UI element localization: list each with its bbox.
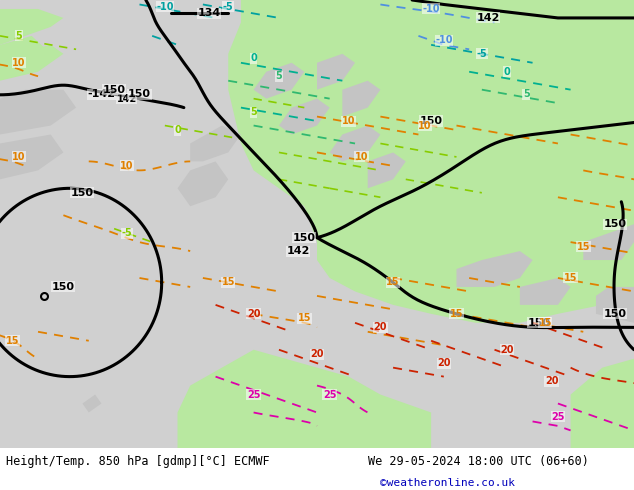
Text: -5: -5 — [477, 49, 487, 59]
Text: 10: 10 — [12, 58, 26, 68]
Text: 25: 25 — [323, 390, 337, 399]
Text: 150: 150 — [52, 282, 75, 292]
Text: 150: 150 — [71, 188, 94, 198]
Text: 15: 15 — [564, 273, 578, 283]
Text: 15: 15 — [450, 309, 463, 319]
Text: 10: 10 — [418, 121, 432, 130]
Text: 20: 20 — [437, 358, 451, 368]
Polygon shape — [0, 90, 76, 135]
Text: 150: 150 — [604, 309, 626, 319]
Polygon shape — [0, 9, 63, 45]
Text: -5: -5 — [122, 228, 132, 238]
Polygon shape — [571, 359, 634, 448]
Polygon shape — [178, 350, 431, 448]
Text: 20: 20 — [247, 309, 261, 319]
Text: 134: 134 — [198, 8, 221, 19]
Text: ©weatheronline.co.uk: ©weatheronline.co.uk — [380, 477, 515, 488]
Text: Height/Temp. 850 hPa [gdmp][°C] ECMWF: Height/Temp. 850 hPa [gdmp][°C] ECMWF — [6, 455, 270, 468]
Text: 150: 150 — [128, 89, 151, 99]
Text: 20: 20 — [373, 322, 387, 332]
Text: 15: 15 — [297, 313, 311, 323]
Polygon shape — [254, 63, 304, 98]
Text: 25: 25 — [551, 412, 565, 422]
Polygon shape — [596, 287, 634, 323]
Text: 150: 150 — [604, 219, 626, 229]
Text: 142: 142 — [117, 94, 137, 104]
Polygon shape — [583, 224, 634, 260]
Text: -10: -10 — [156, 2, 174, 12]
Polygon shape — [190, 125, 241, 161]
Polygon shape — [178, 161, 228, 206]
Text: 10: 10 — [354, 152, 368, 162]
Text: We 29-05-2024 18:00 UTC (06+60): We 29-05-2024 18:00 UTC (06+60) — [368, 455, 588, 468]
Text: 142: 142 — [477, 13, 500, 23]
Text: -142: -142 — [87, 89, 115, 99]
Text: 20: 20 — [545, 376, 559, 386]
Polygon shape — [520, 278, 571, 305]
Text: -5: -5 — [223, 2, 233, 12]
Text: 150: 150 — [103, 85, 126, 95]
Polygon shape — [368, 152, 406, 188]
Text: 5: 5 — [523, 89, 529, 99]
Text: 10: 10 — [342, 116, 356, 126]
Polygon shape — [82, 394, 101, 413]
Polygon shape — [279, 98, 330, 135]
Text: 15: 15 — [576, 242, 590, 251]
Text: 15: 15 — [386, 277, 400, 288]
Text: 5: 5 — [276, 71, 282, 81]
Polygon shape — [342, 81, 380, 117]
Text: 15: 15 — [221, 277, 235, 288]
Text: 150: 150 — [420, 116, 443, 126]
Text: -10: -10 — [435, 35, 453, 46]
Text: 10: 10 — [12, 152, 26, 162]
Text: 0: 0 — [174, 125, 181, 135]
Polygon shape — [0, 135, 63, 179]
Text: 15: 15 — [6, 336, 20, 346]
Text: 150: 150 — [293, 233, 316, 243]
Text: 20: 20 — [310, 349, 324, 359]
Text: -10: -10 — [422, 4, 440, 14]
Polygon shape — [317, 54, 355, 90]
Text: 5: 5 — [16, 31, 22, 41]
Text: 10: 10 — [120, 161, 134, 171]
Polygon shape — [330, 125, 380, 161]
Text: 5: 5 — [250, 107, 257, 117]
Text: 0: 0 — [250, 53, 257, 63]
Text: 15: 15 — [538, 318, 552, 328]
Text: 142: 142 — [287, 246, 309, 256]
Text: 150: 150 — [527, 318, 550, 328]
Text: 25: 25 — [247, 390, 261, 399]
Polygon shape — [228, 0, 634, 323]
Polygon shape — [456, 251, 533, 287]
Polygon shape — [0, 45, 63, 81]
Text: 0: 0 — [504, 67, 510, 77]
Text: 20: 20 — [500, 344, 514, 355]
Polygon shape — [0, 36, 51, 67]
